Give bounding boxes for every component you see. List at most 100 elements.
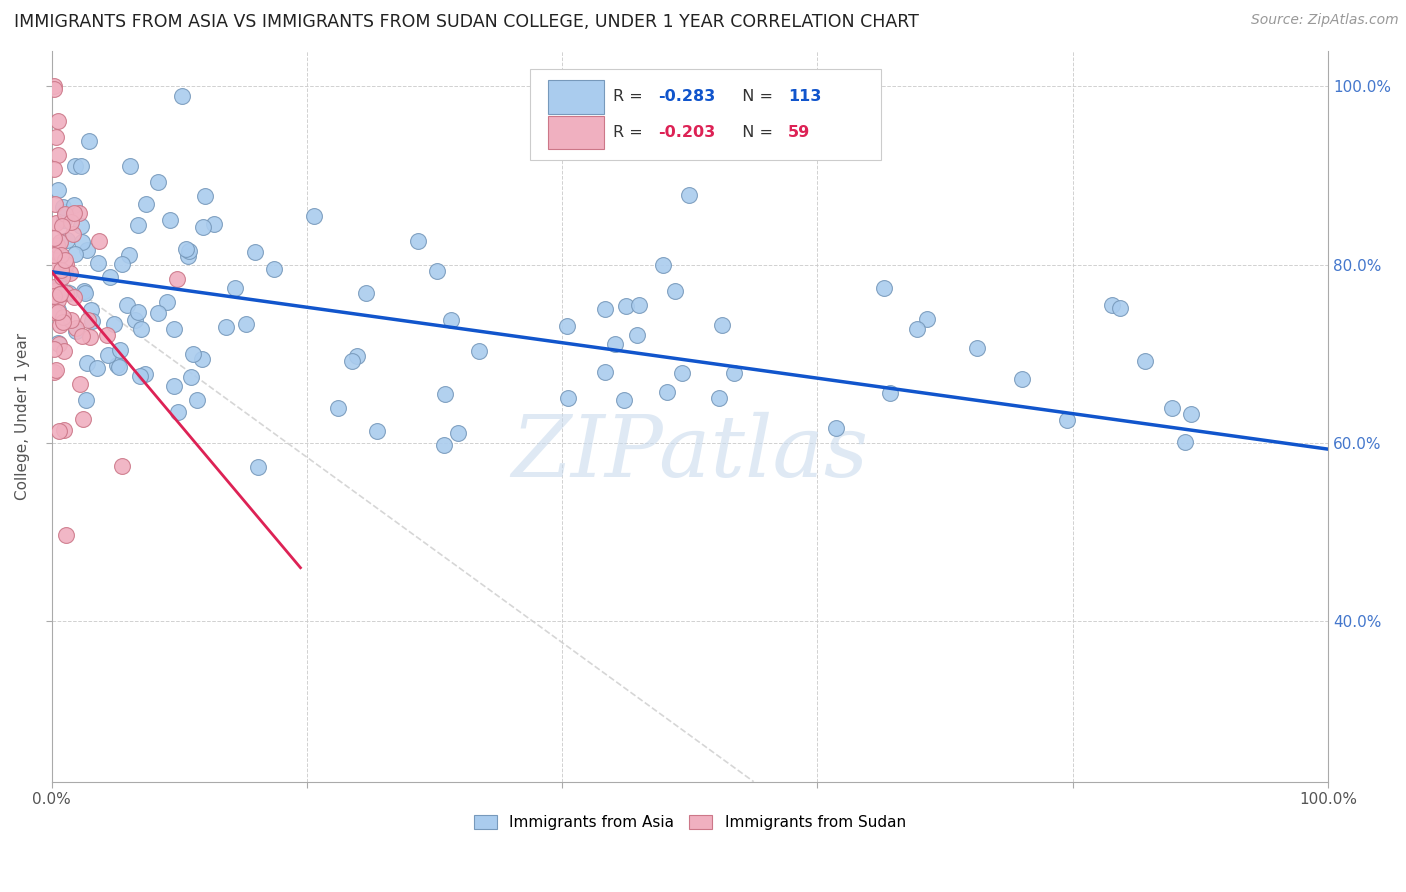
Point <box>105 358 128 372</box>
Point <box>45 129 67 144</box>
Point <box>146 306 169 320</box>
Point <box>340 354 363 368</box>
Point <box>48 425 70 439</box>
Point <box>915 311 938 326</box>
Point <box>129 322 152 336</box>
Point <box>46 303 69 318</box>
Point <box>194 189 217 203</box>
Point <box>651 258 673 272</box>
Point <box>263 262 285 277</box>
Point <box>53 253 76 268</box>
Point <box>108 360 131 375</box>
Point <box>124 313 146 327</box>
Point <box>176 243 198 257</box>
Point <box>426 264 449 278</box>
Point <box>655 385 678 400</box>
Point <box>180 370 202 384</box>
Point <box>52 423 75 437</box>
Text: IMMIGRANTS FROM ASIA VS IMMIGRANTS FROM SUDAN COLLEGE, UNDER 1 YEAR CORRELATION : IMMIGRANTS FROM ASIA VS IMMIGRANTS FROM … <box>14 13 920 31</box>
Point <box>79 330 101 344</box>
Point <box>42 162 65 177</box>
Point <box>1101 297 1123 311</box>
Point <box>45 217 67 231</box>
Point <box>224 281 246 295</box>
Text: ZIPatlas: ZIPatlas <box>512 411 869 494</box>
Point <box>48 278 70 293</box>
Point <box>128 369 150 384</box>
Point <box>156 295 179 310</box>
Point <box>202 217 225 231</box>
Point <box>879 385 901 400</box>
Point <box>58 285 80 300</box>
Text: 113: 113 <box>789 88 821 103</box>
Text: R =: R = <box>613 125 648 140</box>
Point <box>75 392 97 407</box>
Point <box>1174 434 1197 449</box>
Point <box>134 367 156 381</box>
Point <box>42 365 65 379</box>
Point <box>62 227 84 241</box>
Point <box>555 319 578 334</box>
Point <box>42 288 65 302</box>
Point <box>51 269 73 284</box>
Point <box>46 283 69 297</box>
Point <box>69 159 91 173</box>
Point <box>55 285 77 300</box>
Point <box>55 528 77 542</box>
Point <box>44 196 66 211</box>
Text: Source: ZipAtlas.com: Source: ZipAtlas.com <box>1251 13 1399 28</box>
Point <box>628 298 651 312</box>
FancyBboxPatch shape <box>548 116 605 149</box>
Y-axis label: College, Under 1 year: College, Under 1 year <box>15 333 30 500</box>
Point <box>72 235 94 249</box>
Point <box>181 347 204 361</box>
Point <box>46 147 69 161</box>
Point <box>163 379 186 393</box>
Point <box>103 317 125 331</box>
Point <box>46 246 69 260</box>
Point <box>73 285 96 300</box>
Point <box>76 313 98 327</box>
Point <box>60 215 83 229</box>
Point <box>69 377 91 392</box>
Point <box>42 243 65 257</box>
Point <box>44 82 66 96</box>
Point <box>433 438 456 452</box>
Point <box>42 343 65 357</box>
Point <box>170 89 193 103</box>
Point <box>707 391 730 405</box>
Point <box>406 235 429 249</box>
Point <box>42 248 65 262</box>
Point <box>1056 413 1078 427</box>
Point <box>177 244 200 258</box>
Point <box>70 328 93 343</box>
Point <box>605 337 627 351</box>
Point <box>671 366 693 380</box>
Point <box>65 324 87 338</box>
Point <box>905 322 928 336</box>
Point <box>51 219 73 233</box>
Point <box>678 188 700 202</box>
Point <box>1161 401 1184 416</box>
Point <box>49 318 72 333</box>
Point <box>98 270 121 285</box>
Point <box>79 134 101 148</box>
Point <box>70 219 93 234</box>
Point <box>56 233 79 247</box>
Text: -0.283: -0.283 <box>658 88 716 103</box>
Text: R =: R = <box>613 88 648 103</box>
Point <box>62 205 84 219</box>
Point <box>87 255 110 269</box>
Point <box>53 206 76 220</box>
Point <box>626 327 648 342</box>
Point <box>346 349 368 363</box>
Point <box>72 412 94 426</box>
Point <box>111 258 134 272</box>
Point <box>48 337 70 351</box>
Point <box>42 280 65 294</box>
Point <box>52 310 75 325</box>
Point <box>96 327 118 342</box>
Point <box>89 234 111 248</box>
Point <box>135 197 157 211</box>
Point <box>723 366 745 380</box>
